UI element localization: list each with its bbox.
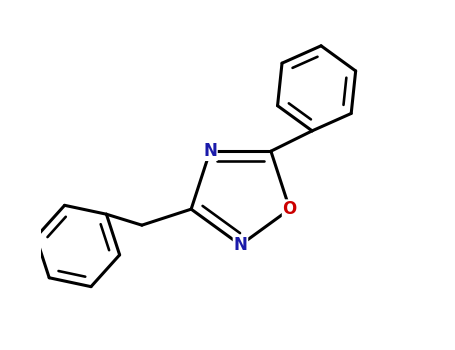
Text: N: N [203, 142, 217, 160]
Text: N: N [233, 236, 248, 254]
Text: O: O [283, 200, 297, 218]
